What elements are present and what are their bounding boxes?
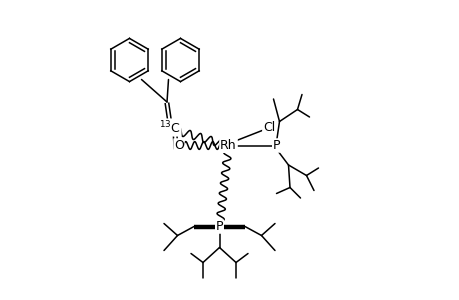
Text: P: P [272, 139, 280, 152]
Text: O: O [174, 139, 184, 152]
Text: P: P [215, 220, 223, 233]
Text: Rh: Rh [220, 139, 236, 152]
Text: Cl: Cl [262, 121, 274, 134]
Text: $^{13}$C: $^{13}$C [159, 119, 180, 136]
